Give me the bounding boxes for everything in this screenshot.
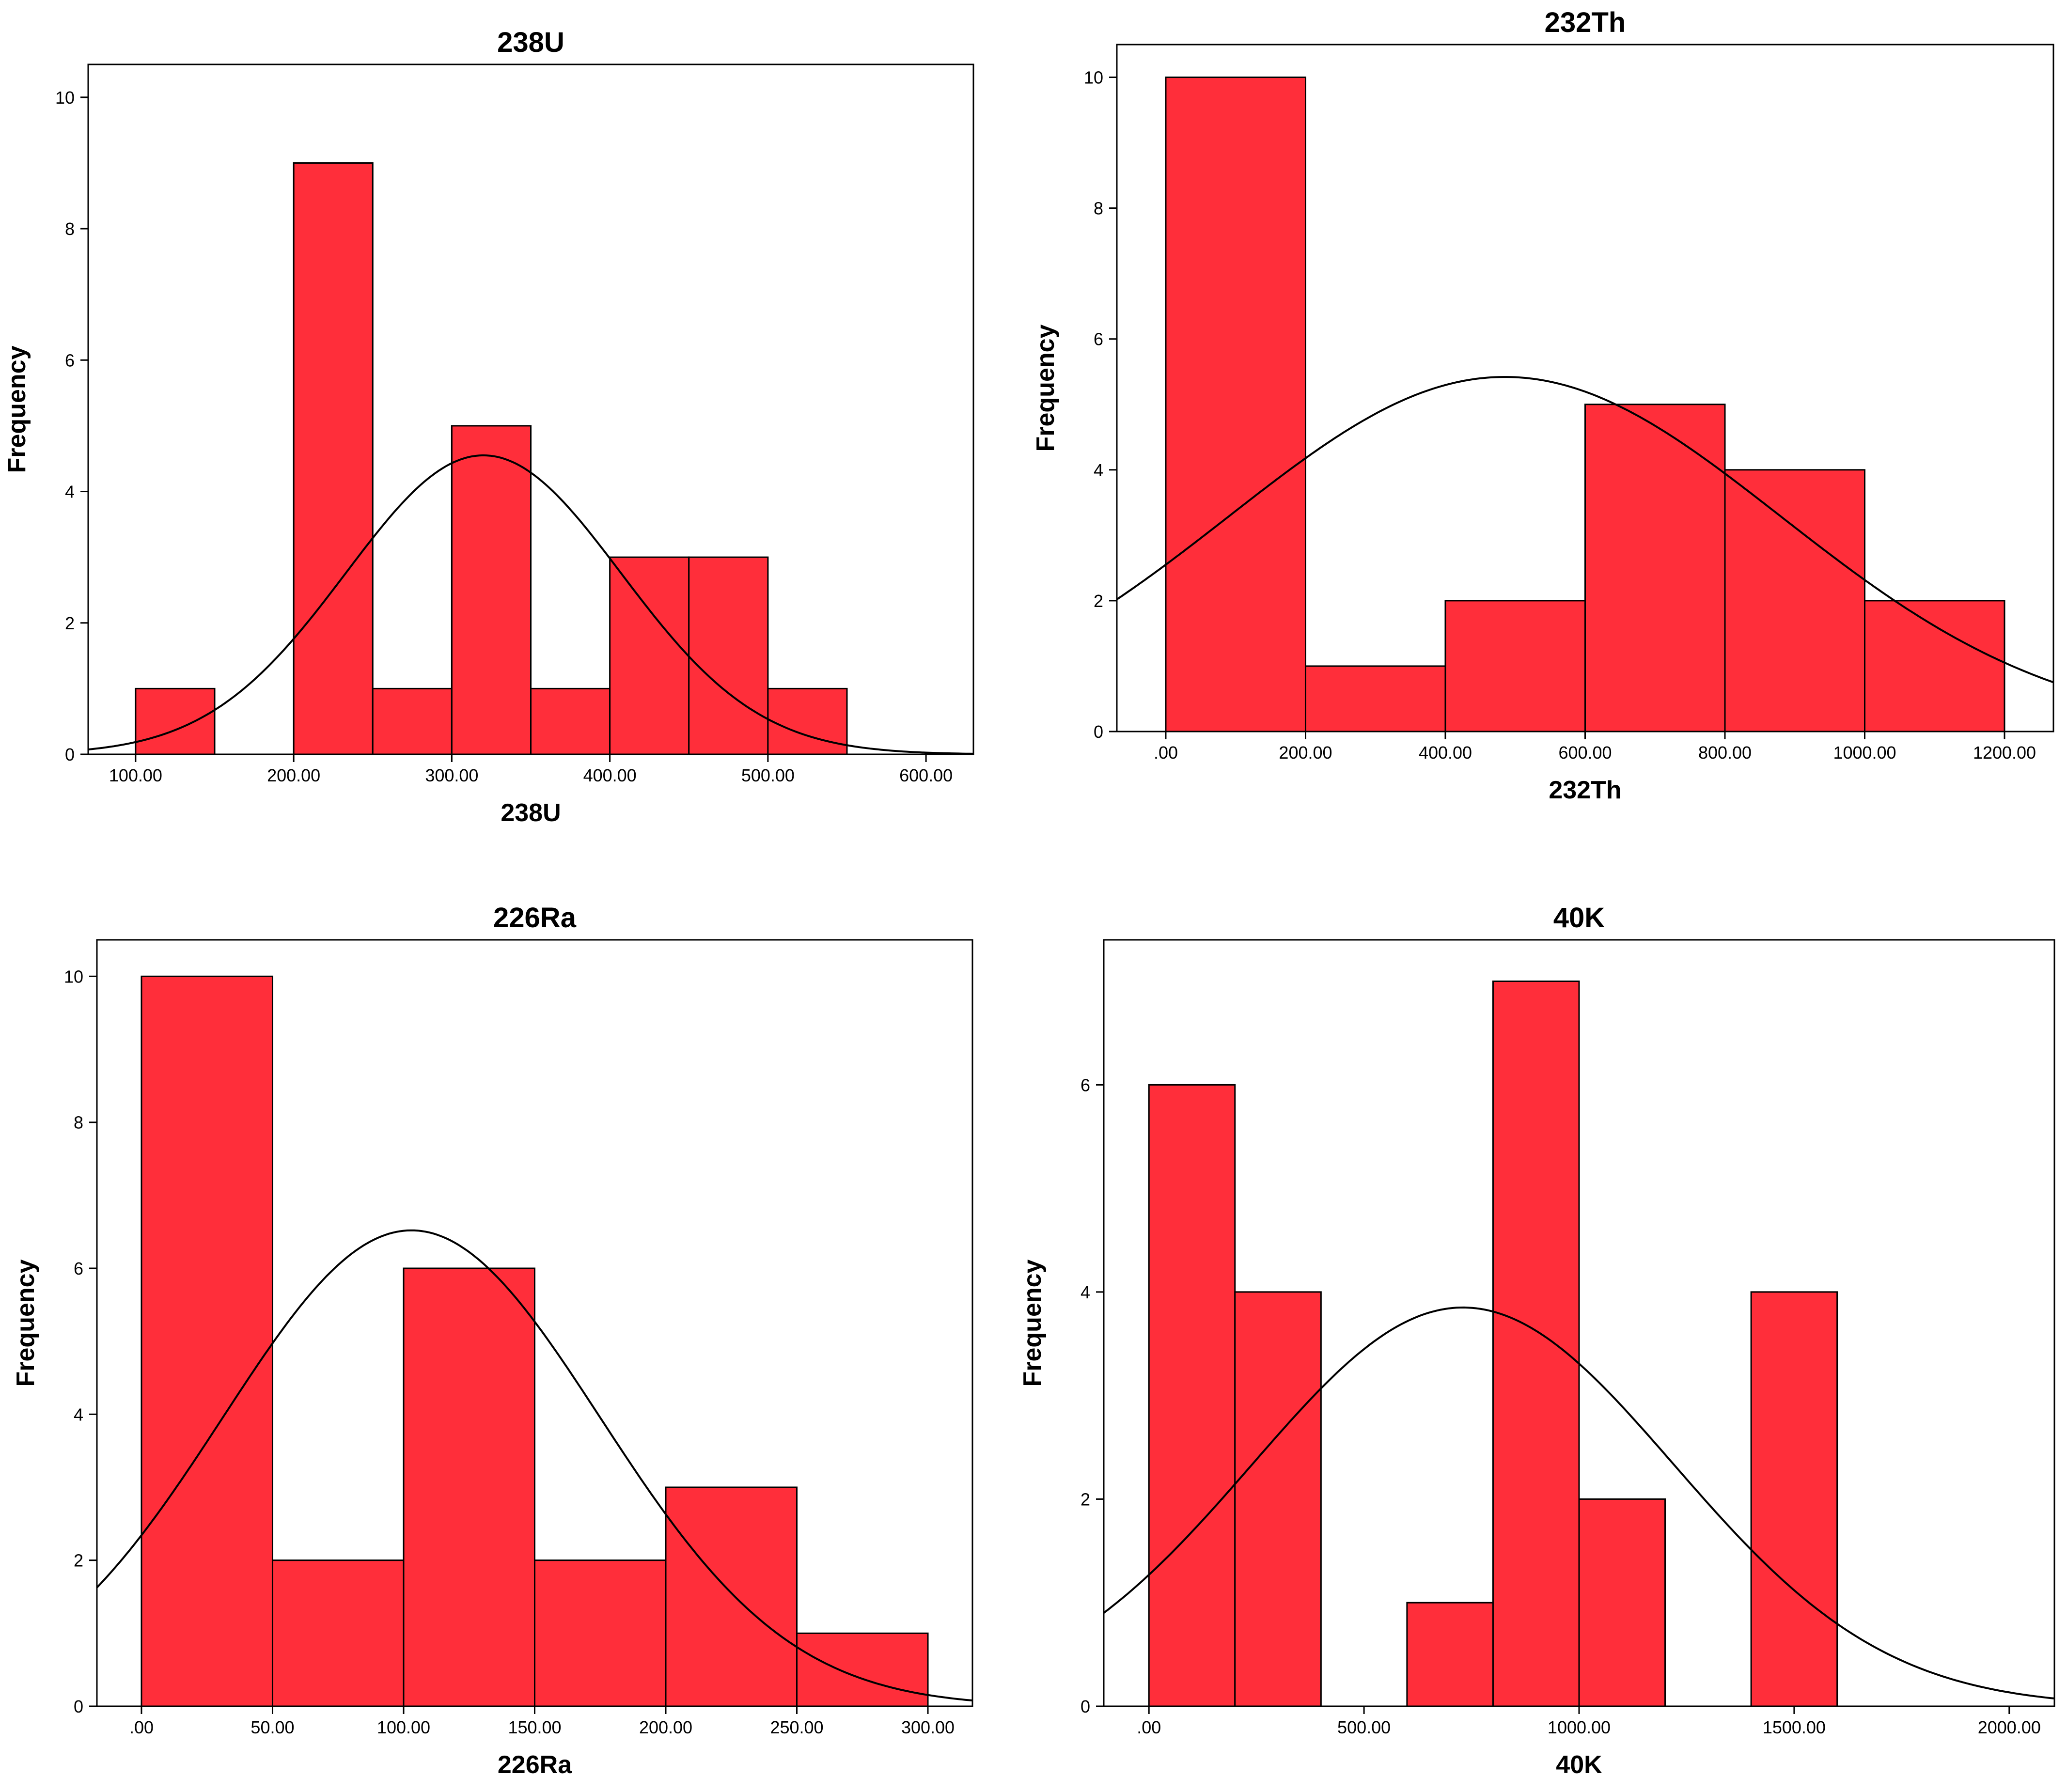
x-axis-label-232th: 232Th [1549, 776, 1621, 804]
bar-238u-2 [372, 687, 453, 755]
bar-238u-3 [451, 425, 532, 755]
bar-40k-0 [1148, 1084, 1236, 1707]
y-tick-label-226ra-1: 2 [74, 1551, 83, 1571]
y-tick-label-232th-5: 10 [1084, 68, 1103, 88]
normal-curve-238u [88, 454, 974, 755]
bar-226ra-1 [271, 1559, 405, 1707]
y-axis-label-40k: Frequency [1018, 1259, 1047, 1387]
histogram-panel-40k: 40K .00 500.00 1000.00 1500.00 2000.00 0 2 4 6 40K… [1018, 902, 2055, 1779]
x-tick-label-232th-4: 800.00 [1698, 743, 1752, 763]
x-tick-label-238u-2: 300.00 [425, 765, 478, 785]
x-tick-label-226ra-6: 300.00 [901, 1717, 955, 1737]
bar-226ra-2 [403, 1267, 535, 1707]
y-tick-label-40k-0: 0 [1080, 1697, 1090, 1716]
y-tick-label-232th-0: 0 [1094, 722, 1103, 742]
x-tick-label-226ra-0: .00 [129, 1717, 154, 1737]
y-tick-label-238u-3: 6 [65, 350, 75, 370]
bar-238u-7 [767, 687, 848, 755]
y-tick-label-40k-2: 4 [1080, 1282, 1090, 1302]
x-tick-label-40k-2: 1000.00 [1548, 1717, 1611, 1737]
x-tick-label-232th-6: 1200.00 [1973, 743, 2036, 763]
y-tick-label-232th-2: 4 [1094, 460, 1103, 480]
x-tick-label-40k-3: 1500.00 [1763, 1717, 1826, 1737]
x-tick-label-226ra-4: 200.00 [639, 1717, 692, 1737]
bar-232th-2 [1444, 600, 1586, 732]
bar-238u-0 [135, 687, 216, 755]
x-tick-label-226ra-3: 150.00 [508, 1717, 561, 1737]
bar-238u-6 [688, 556, 769, 755]
bar-232th-0 [1165, 77, 1306, 732]
x-tick-label-238u-5: 600.00 [899, 765, 953, 785]
x-tick-label-238u-4: 500.00 [741, 765, 795, 785]
chart-title-40k: 40K [1553, 902, 1605, 934]
normal-curve-226ra [96, 1229, 973, 1702]
bar-226ra-0 [141, 975, 273, 1707]
bar-238u-1 [293, 162, 374, 755]
bar-232th-3 [1584, 404, 1726, 732]
x-tick-label-226ra-5: 250.00 [770, 1717, 823, 1737]
x-tick-label-40k-4: 2000.00 [1978, 1717, 2041, 1737]
y-axis-label-226ra: Frequency [12, 1259, 40, 1387]
x-tick-label-226ra-1: 50.00 [251, 1717, 294, 1737]
x-axis-label-226ra: 226Ra [498, 1751, 572, 1779]
bar-226ra-3 [534, 1559, 667, 1707]
x-tick-label-232th-1: 200.00 [1279, 743, 1332, 763]
chart-title-226ra: 226Ra [493, 902, 577, 934]
x-tick-label-232th-0: .00 [1154, 743, 1178, 763]
x-tick-label-232th-2: 400.00 [1419, 743, 1472, 763]
y-tick-label-238u-0: 0 [65, 745, 75, 764]
normal-curve-40k [1103, 1306, 2055, 1699]
y-tick-label-238u-1: 2 [65, 613, 75, 633]
y-axis-label-232th: Frequency [1032, 324, 1060, 452]
y-tick-label-238u-4: 8 [65, 219, 75, 239]
histogram-panel-238u: 238U 100.00 200.00 300.00 400.00 500.00 600.00… [3, 27, 974, 827]
y-tick-label-226ra-0: 0 [74, 1697, 83, 1716]
histogram-panel-232th: 232Th .00 200.00 400.00 600.00 800.00 1000.00 1… [1032, 7, 2054, 804]
y-tick-label-226ra-5: 10 [64, 966, 83, 986]
bar-40k-3 [1492, 981, 1580, 1707]
y-tick-label-238u-2: 4 [65, 482, 75, 502]
y-tick-label-226ra-4: 8 [74, 1113, 83, 1133]
x-tick-label-232th-5: 1000.00 [1833, 743, 1896, 763]
y-tick-label-40k-3: 6 [1080, 1075, 1090, 1095]
x-tick-label-226ra-2: 100.00 [377, 1717, 430, 1737]
y-tick-label-232th-4: 8 [1094, 199, 1103, 218]
x-axis-label-238u: 238U [501, 799, 561, 827]
x-tick-label-40k-0: .00 [1137, 1717, 1161, 1737]
plot-frame-238u [87, 63, 974, 755]
x-axis-label-40k: 40K [1556, 1751, 1602, 1779]
bar-232th-1 [1304, 665, 1446, 732]
bar-40k-1 [1234, 1291, 1322, 1707]
x-tick-label-40k-1: 500.00 [1337, 1717, 1391, 1737]
x-tick-label-238u-0: 100.00 [109, 765, 162, 785]
histogram-panel-226ra: 226Ra .00 50.00 100.00 150.00 200.00 250.00 300… [12, 902, 973, 1779]
bar-226ra-5 [796, 1632, 929, 1707]
y-tick-label-226ra-2: 4 [74, 1404, 83, 1424]
bar-238u-5 [609, 556, 690, 755]
bar-232th-4 [1724, 469, 1866, 732]
bar-232th-5 [1864, 600, 2005, 732]
x-tick-label-238u-1: 200.00 [267, 765, 320, 785]
bar-238u-4 [530, 687, 611, 755]
x-tick-label-238u-3: 400.00 [583, 765, 637, 785]
bar-40k-5 [1750, 1291, 1838, 1707]
y-tick-label-232th-3: 6 [1094, 329, 1103, 349]
bar-226ra-4 [665, 1486, 798, 1707]
bar-40k-4 [1578, 1498, 1666, 1707]
chart-title-238u: 238U [497, 27, 564, 58]
chart-title-232th: 232Th [1545, 7, 1626, 38]
x-tick-label-232th-3: 600.00 [1558, 743, 1612, 763]
bar-40k-2 [1406, 1602, 1494, 1707]
y-tick-label-232th-1: 2 [1094, 591, 1103, 611]
y-tick-label-40k-1: 2 [1080, 1489, 1090, 1509]
y-axis-label-238u: Frequency [3, 345, 31, 473]
normal-curve-232th [1116, 376, 2054, 684]
y-tick-label-238u-5: 10 [55, 88, 75, 108]
y-tick-label-226ra-3: 6 [74, 1259, 83, 1278]
